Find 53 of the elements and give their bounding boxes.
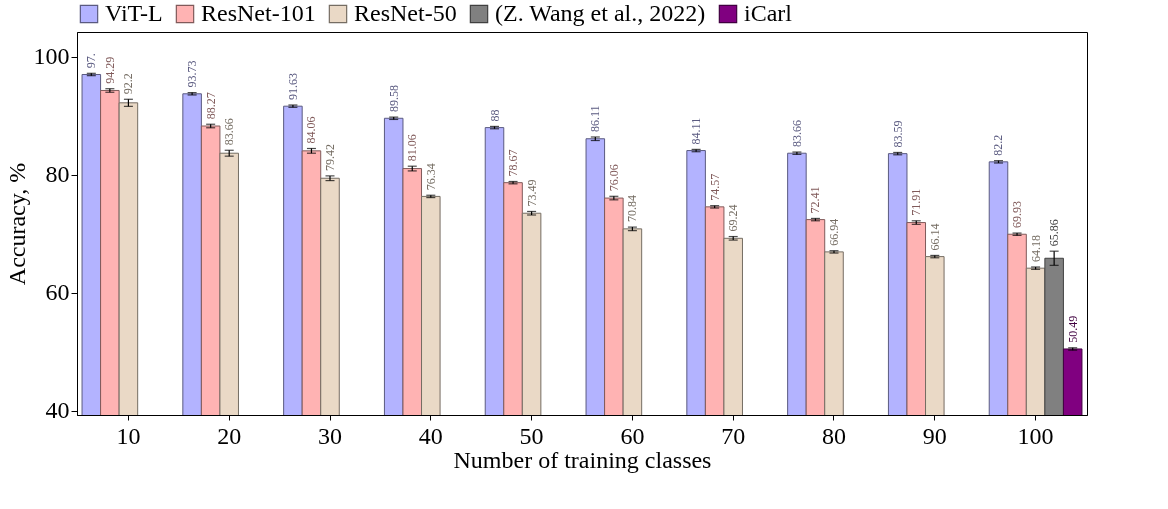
data-label: 78.67 [506,149,521,177]
data-label: 64.18 [1028,234,1043,262]
x-tick-label: 50 [519,422,544,449]
data-label: 69.93 [1010,201,1025,229]
y-tick-label: 40 [45,397,70,424]
data-label: 76.34 [423,163,438,191]
data-label: 50.49 [1065,315,1080,343]
data-label: 84.11 [689,117,704,145]
y-tick-label: 80 [45,161,70,188]
data-label: 76.06 [606,164,621,192]
data-label: 88.27 [203,92,218,120]
x-tick-label: 10 [116,422,141,449]
y-axis-title: Accuracy, % [3,162,30,286]
legend-label: ResNet-101 [201,0,316,26]
data-label: 83.66 [222,118,237,146]
data-label: 97. [84,53,99,69]
x-tick-label: 60 [620,422,645,449]
x-tick-label: 100 [1017,422,1054,449]
legend-label: ViT-L [105,0,163,26]
legend-label: ResNet-50 [354,0,457,26]
data-label: 83.66 [789,120,804,148]
data-label: 91.63 [285,73,300,100]
data-label: 88 [487,109,502,122]
x-tick-label: 80 [822,422,846,449]
x-tick-label: 70 [721,422,746,449]
data-label: 71.91 [909,188,924,216]
x-tick-label: 20 [217,422,242,449]
data-label: 81.06 [405,134,420,162]
data-label: 73.49 [524,179,539,207]
legend-label: iCarl [744,0,793,26]
data-label: 66.14 [927,223,942,251]
data-label: 72.41 [808,186,823,214]
x-axis-title: Number of training classes [453,446,712,473]
x-tick-label: 40 [418,422,443,449]
data-label: 82.2 [991,134,1006,156]
y-tick-label: 60 [45,279,70,306]
data-label: 66.94 [827,218,841,246]
y-tick-label: 100 [33,43,70,70]
data-label: 86.11 [588,105,603,132]
data-label: 94.29 [102,56,117,84]
data-label: 93.73 [185,60,200,88]
x-tick-label: 30 [318,422,342,449]
data-label: 84.06 [304,116,319,144]
data-label: 65.86 [1047,219,1062,247]
data-label: 70.84 [625,195,640,223]
data-label: 92.2 [121,73,136,95]
data-label: 89.58 [386,85,401,113]
x-tick-label: 90 [922,422,947,449]
data-label: 83.59 [890,120,905,148]
legend-label: (Z. Wang et al., 2022) [495,0,706,26]
data-label: 74.57 [707,173,722,201]
data-label: 69.24 [726,204,741,232]
data-label: 79.42 [323,143,337,171]
